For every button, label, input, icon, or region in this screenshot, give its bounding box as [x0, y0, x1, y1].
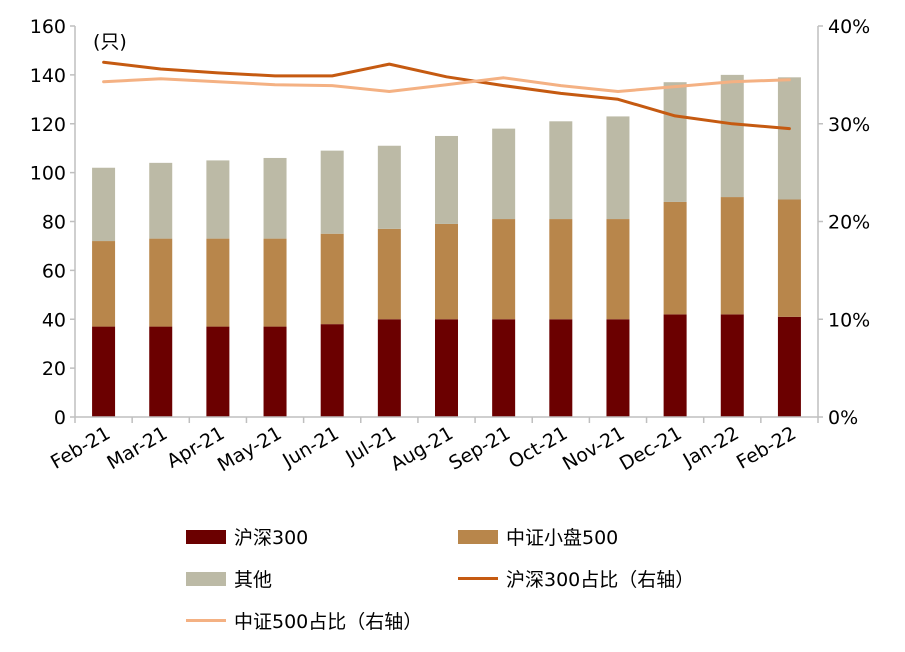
- legend-item-zz500-small: 中证小盘500: [458, 523, 618, 550]
- bar-other-12: [777, 77, 801, 200]
- bar-other-1: [149, 162, 173, 239]
- right-tick-label-1: 10%: [828, 309, 870, 331]
- legend-line-zz500-ratio: [186, 619, 226, 622]
- right-tick-labels: 0% 10% 20% 30% 40%: [828, 16, 870, 429]
- left-tick-label-6: 120: [30, 114, 66, 136]
- bar-zz500-small-5: [377, 228, 401, 320]
- x-tick-label-4: Jun-21: [278, 422, 342, 472]
- line-hs300-ratio: [102, 60, 791, 131]
- x-tick-label-1: Mar-21: [103, 422, 171, 474]
- bar-zz500-small-9: [606, 219, 630, 320]
- right-tick-label-0: 0%: [828, 407, 858, 429]
- bar-zz500-small-4: [320, 233, 344, 325]
- bar-other-0: [92, 167, 116, 242]
- legend-swatch-zz500-small: [458, 529, 498, 544]
- bar-other-5: [377, 145, 401, 229]
- right-tick-label-3: 30%: [828, 114, 870, 136]
- x-tick-label-8: Oct-21: [505, 422, 571, 473]
- bar-hs300-12: [777, 316, 801, 417]
- bar-other-7: [492, 128, 516, 220]
- bar-other-10: [663, 82, 687, 202]
- left-tick-label-7: 140: [30, 65, 66, 87]
- bar-zz500-small-12: [777, 199, 801, 317]
- left-tick-label-0: 0: [54, 407, 66, 429]
- legend-item-hs300: 沪深300: [186, 523, 308, 550]
- bar-zz500-small-3: [263, 238, 287, 327]
- legend-swatch-other: [186, 571, 226, 586]
- axes-layer: [70, 25, 823, 423]
- bar-zz500-small-8: [549, 219, 573, 320]
- bar-hs300-0: [92, 326, 116, 417]
- bar-hs300-9: [606, 319, 630, 417]
- legend-label-zz500-ratio: 中证500占比（右轴）: [234, 611, 423, 633]
- bar-other-4: [320, 150, 344, 234]
- left-tick-labels: 0 20 40 60 80 100 120 140 160: [30, 16, 66, 429]
- legend-label-other: 其他: [234, 569, 273, 591]
- bar-hs300-8: [549, 319, 573, 417]
- legend-label-hs300: 沪深300: [234, 527, 309, 549]
- legend-label-hs300-ratio: 沪深300占比（右轴）: [506, 569, 695, 591]
- bar-other-2: [206, 160, 230, 239]
- bar-hs300-1: [149, 326, 173, 417]
- left-tick-label-8: 160: [30, 16, 66, 38]
- legend-line-hs300-ratio: [458, 577, 498, 580]
- legend-item-hs300-ratio: 沪深300占比（右轴）: [458, 565, 694, 592]
- bar-zz500-small-2: [206, 238, 230, 327]
- x-tick-label-9: Nov-21: [559, 422, 629, 475]
- bar-hs300-10: [663, 314, 687, 417]
- x-tick-label-12: Feb-22: [733, 422, 800, 473]
- bar-other-11: [720, 74, 744, 198]
- bar-zz500-small-10: [663, 201, 687, 315]
- left-tick-label-5: 100: [30, 163, 66, 185]
- legend-item-zz500-ratio: 中证500占比（右轴）: [186, 607, 422, 634]
- x-tick-label-7: Sep-21: [445, 422, 514, 474]
- bar-zz500-small-0: [92, 241, 116, 327]
- left-axis-unit-label: (只): [93, 31, 127, 53]
- bar-zz500-small-6: [435, 223, 458, 320]
- x-tick-label-3: May-21: [214, 422, 286, 476]
- legend-item-other: 其他: [186, 565, 272, 592]
- bar-zz500-small-7: [492, 219, 516, 320]
- bar-other-3: [263, 157, 287, 239]
- bar-hs300-6: [435, 319, 458, 417]
- bar-other-6: [435, 135, 458, 224]
- left-tick-label-2: 40: [42, 309, 66, 331]
- x-tick-label-10: Dec-21: [616, 422, 686, 475]
- bar-hs300-4: [320, 324, 344, 417]
- legend-swatch-hs300: [186, 529, 226, 544]
- bars-layer: [92, 74, 801, 417]
- x-tick-label-11: Jan-22: [679, 422, 743, 472]
- bar-hs300-7: [492, 319, 516, 417]
- bar-other-9: [606, 116, 630, 220]
- legend-label-zz500-small: 中证小盘500: [506, 527, 619, 549]
- left-tick-label-4: 80: [42, 212, 66, 234]
- x-tick-label-0: Feb-21: [47, 422, 114, 473]
- x-tick-label-6: Aug-21: [387, 422, 457, 475]
- left-tick-label-3: 60: [42, 260, 66, 282]
- bar-hs300-2: [206, 326, 230, 417]
- lines-layer: [102, 60, 791, 131]
- bar-hs300-3: [263, 326, 287, 417]
- bar-hs300-5: [377, 319, 401, 417]
- left-tick-label-1: 20: [42, 358, 66, 380]
- bar-hs300-11: [720, 314, 744, 417]
- right-tick-label-2: 20%: [828, 212, 870, 234]
- line-zz500-ratio: [102, 76, 791, 93]
- bar-zz500-small-11: [720, 197, 744, 315]
- bar-zz500-small-1: [149, 238, 173, 327]
- bar-other-8: [549, 121, 573, 220]
- right-tick-label-4: 40%: [828, 16, 870, 38]
